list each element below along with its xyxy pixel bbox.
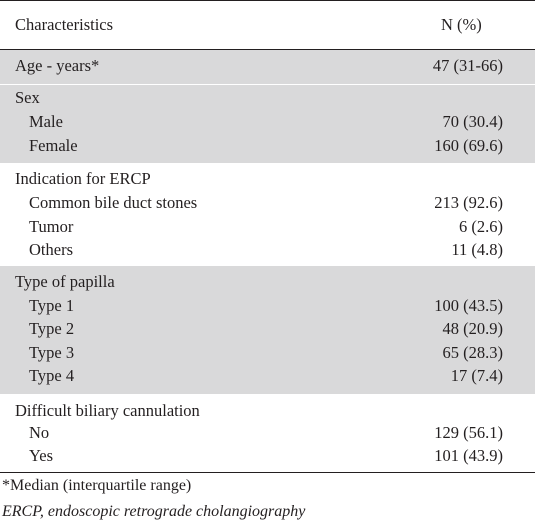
table-header: Characteristics N (%) <box>0 0 535 50</box>
row-label: Type 1 <box>29 296 75 315</box>
row-label: Others <box>29 240 73 259</box>
table-row: Sex <box>0 88 535 111</box>
table-row: No 129 (56.1) <box>0 423 535 446</box>
group-age: Age - years* 47 (31-66) <box>0 50 535 84</box>
row-value: 160 (69.6) <box>434 136 503 155</box>
table-row: Type 4 17 (7.4) <box>0 366 535 389</box>
table-row: Type 1 100 (43.5) <box>0 296 535 319</box>
row-value: 65 (28.3) <box>442 343 504 362</box>
table-bottom-rule <box>0 472 535 473</box>
row-label: Indication for ERCP <box>15 169 151 188</box>
row-label: Common bile duct stones <box>29 193 198 212</box>
row-value: 6 (2.6) <box>459 217 503 236</box>
row-value: 17 (7.4) <box>450 366 503 385</box>
table-row: Yes 101 (43.9) <box>0 446 535 469</box>
footnote-abbreviation: ERCP, endoscopic retrograde cholangiogra… <box>2 503 306 520</box>
row-label: Type 3 <box>29 343 75 362</box>
row-label: Type of papilla <box>15 272 115 291</box>
row-value: 213 (92.6) <box>434 193 503 212</box>
row-value: 11 (4.8) <box>451 240 503 259</box>
table-row: Male 70 (30.4) <box>0 112 535 135</box>
table-row: Tumor 6 (2.6) <box>0 217 535 240</box>
row-label: Age - years* <box>15 56 100 75</box>
table-row: Type 3 65 (28.3) <box>0 343 535 366</box>
table-row: Difficult biliary cannulation <box>0 401 535 424</box>
table-row: Age - years* 47 (31-66) <box>0 56 535 79</box>
header-n-percent: N (%) <box>441 15 482 34</box>
footnote-median: *Median (interquartile range) <box>2 477 192 494</box>
row-label: Tumor <box>29 217 74 236</box>
table-row: Type 2 48 (20.9) <box>0 319 535 342</box>
table-row: Indication for ERCP <box>0 169 535 192</box>
group-indication: Indication for ERCP Common bile duct sto… <box>0 163 535 266</box>
table-row: Common bile duct stones 213 (92.6) <box>0 193 535 216</box>
row-value: 101 (43.9) <box>434 446 503 465</box>
row-label: Type 2 <box>29 319 75 338</box>
group-difficult-cannulation: Difficult biliary cannulation No 129 (56… <box>0 394 535 472</box>
row-value: 100 (43.5) <box>434 296 503 315</box>
row-label: Sex <box>15 88 40 107</box>
row-value: 48 (20.9) <box>442 319 504 338</box>
group-papilla: Type of papilla Type 1 100 (43.5) Type 2… <box>0 266 535 394</box>
row-label: Male <box>29 112 63 131</box>
table-row: Others 11 (4.8) <box>0 240 535 263</box>
row-label: No <box>29 423 50 442</box>
row-label: Difficult biliary cannulation <box>15 401 200 420</box>
table-row: Female 160 (69.6) <box>0 136 535 159</box>
row-label: Female <box>29 136 78 155</box>
row-value: 129 (56.1) <box>434 423 503 442</box>
group-sex: Sex Male 70 (30.4) Female 160 (69.6) <box>0 85 535 163</box>
row-label: Type 4 <box>29 366 75 385</box>
row-label: Yes <box>29 446 54 465</box>
row-value: 47 (31-66) <box>432 56 503 75</box>
header-characteristics: Characteristics <box>15 15 114 34</box>
row-separator <box>0 84 535 85</box>
table-row: Type of papilla <box>0 272 535 295</box>
row-value: 70 (30.4) <box>442 112 504 131</box>
